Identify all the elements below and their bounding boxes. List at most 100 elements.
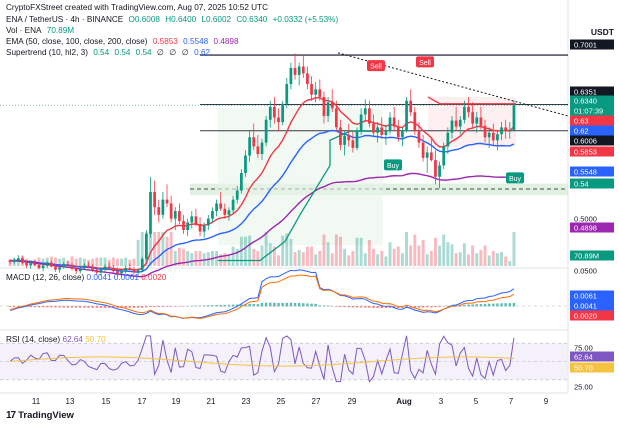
symbol-name[interactable]: ENA / TetherUS · 4h · BINANCE: [6, 15, 124, 24]
volume-bar: [177, 247, 181, 266]
volume-bar: [182, 248, 185, 266]
candle-body: [70, 265, 74, 269]
price-label: 70.89M: [574, 252, 599, 261]
macd-line: [9, 269, 515, 319]
volume-bar: [165, 236, 169, 266]
candle-body: [376, 127, 380, 133]
candle-body: [496, 134, 499, 141]
ema100-line: [10, 129, 515, 273]
macd-histogram-bar: [483, 303, 487, 307]
volume-bar: [231, 246, 235, 266]
macd-histogram-bar: [430, 306, 433, 308]
candle-body: [140, 258, 144, 271]
macd-histogram-bar: [392, 306, 396, 308]
macd-histogram-bar: [227, 304, 231, 307]
candle-body: [29, 263, 33, 266]
macd-histogram-bar: [169, 306, 173, 307]
supertrend-lines: [218, 96, 516, 262]
ema-legend[interactable]: EMA (50, close, 100, close, 200, close) …: [6, 37, 242, 47]
macd-histogram-bar: [306, 303, 309, 307]
volume-bar: [495, 253, 499, 266]
volume-bar: [128, 259, 132, 266]
candle-body: [244, 155, 247, 174]
volume-bar: [16, 259, 20, 266]
candle-body: [157, 207, 161, 215]
candle-body: [264, 119, 268, 143]
candle-body: [74, 268, 78, 272]
macd-histogram-bar: [87, 306, 90, 308]
macd-histogram-bar: [190, 305, 194, 307]
candle-body: [211, 211, 214, 219]
supertrend-value: ∅: [169, 48, 177, 57]
macd-axis-label-bg: [570, 290, 614, 301]
candle-body: [392, 117, 396, 127]
volume-bar: [376, 254, 380, 266]
candle-body: [120, 271, 123, 274]
volume-bar: [153, 232, 157, 266]
volume-bar: [268, 243, 272, 266]
volume-bar: [95, 257, 99, 266]
candle-body: [78, 268, 82, 272]
tradingview-logo[interactable]: 17 TradingView: [6, 410, 74, 421]
candle-body: [504, 127, 508, 132]
candle-body: [182, 220, 185, 231]
rsi-pane: [0, 335, 568, 383]
candle-body: [95, 269, 99, 273]
price-label: 0.6351: [574, 88, 597, 97]
volume-bar: [400, 253, 404, 266]
rsi-axis-label: 62.64: [574, 353, 593, 362]
price-label: 0.6006: [574, 137, 597, 146]
volume-bar: [305, 246, 309, 266]
rsi-axis-label-bg: [570, 362, 614, 373]
ohlc-close: C0.6340: [236, 15, 268, 24]
volume-bar: [186, 251, 190, 266]
macd-legend[interactable]: MACD (12, 26, close) 0.0041 0.0061 0.002…: [6, 273, 166, 282]
candle-body: [363, 108, 367, 115]
volume-bar: [244, 236, 247, 266]
volume-bar: [103, 257, 107, 266]
candle-body: [25, 262, 28, 266]
candle-body: [512, 105, 516, 131]
macd-histogram-bar: [54, 306, 57, 308]
macd-histogram-bar: [219, 304, 222, 307]
price-label-bg: [570, 166, 614, 177]
macd-histogram-bar: [388, 306, 392, 308]
candle-body: [347, 135, 351, 141]
candle-body: [239, 173, 243, 191]
volume-bar: [99, 257, 103, 266]
supertrend-down-line: [427, 96, 516, 105]
volume-bar: [380, 251, 384, 266]
macd-histogram-bar: [174, 306, 177, 307]
candle-body: [471, 112, 474, 124]
candle-body: [450, 120, 454, 133]
candle-body: [438, 165, 441, 177]
candle-body: [463, 106, 466, 120]
currency-label[interactable]: USDT: [590, 27, 614, 37]
volume-bar: [334, 234, 338, 266]
supertrend-legend[interactable]: Supertrend (10, hl2, 3) 0.54 0.54 0.54 ∅…: [6, 48, 213, 58]
candle-body: [384, 131, 388, 135]
time-axis-label: 5: [474, 397, 479, 406]
volume-bar: [58, 258, 62, 266]
attribution: CryptoFXStreet created with TradingView.…: [6, 3, 268, 12]
macd-histogram-bar: [231, 304, 235, 307]
volume-legend[interactable]: Vol · ENA 70.89M: [6, 26, 77, 36]
rsi-legend[interactable]: RSI (14, close) 62.64 50.70: [6, 335, 106, 344]
macd-histogram-bar: [29, 306, 32, 308]
candle-body: [169, 203, 173, 219]
volume-bar: [417, 245, 421, 266]
signals: Sell Sell Buy Buy: [367, 56, 524, 184]
macd-histogram-bar: [512, 302, 516, 307]
ema100-value: 0.5548: [183, 37, 209, 46]
macd-histogram-bar: [153, 306, 156, 308]
volume-bar: [256, 251, 260, 266]
volume-bar: [301, 252, 305, 266]
volume-bar: [434, 237, 437, 266]
time-axis-label: 23: [242, 397, 251, 406]
candle-body: [66, 264, 70, 266]
macd-histogram-bar: [74, 306, 78, 308]
supertrend-value: 0.62: [194, 48, 211, 57]
price-label-bg: [570, 125, 614, 136]
volume-bar: [289, 238, 293, 266]
